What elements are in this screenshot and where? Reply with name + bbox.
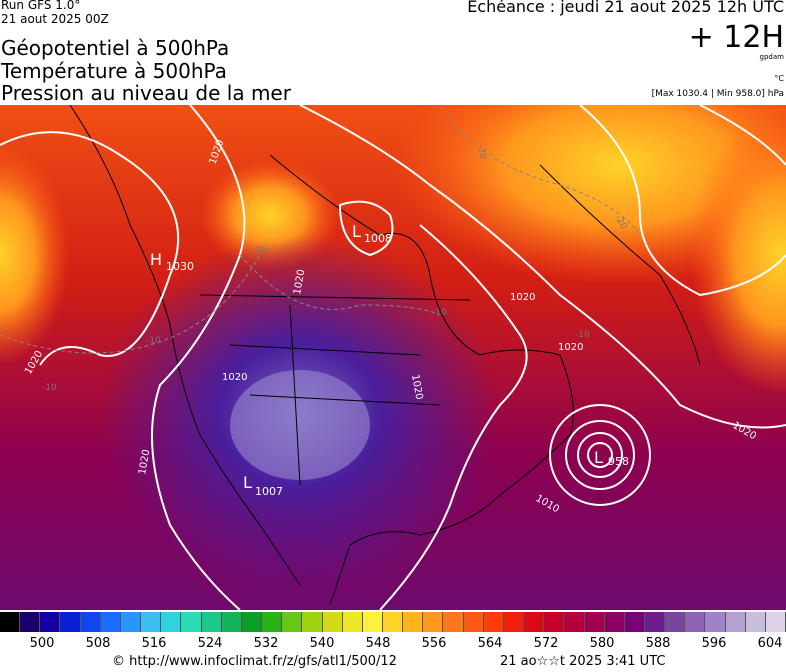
low-letter-storm: L — [594, 448, 603, 467]
scale-tick-label: 580 — [589, 636, 615, 651]
scale-swatch — [161, 612, 182, 632]
footer-url: © http://www.infoclimat.fr/z/gfs/atl1/50… — [112, 654, 397, 669]
scale-swatch — [120, 612, 142, 632]
scale-swatch — [665, 612, 686, 632]
unit-gpdam: gpdam — [759, 53, 784, 61]
footer-date: 21 ao☆☆t 2025 3:41 UTC — [500, 654, 666, 669]
scale-swatch — [382, 612, 404, 632]
scale-swatch — [725, 612, 746, 632]
scale-swatch — [685, 612, 706, 632]
scale-tick-label: 508 — [85, 636, 111, 651]
scale-swatch — [765, 612, 786, 632]
scale-tick-label: 556 — [421, 636, 447, 651]
low-value-storm: 958 — [608, 455, 629, 468]
title-geopotential: Géopotentiel à 500hPa — [1, 36, 230, 60]
scale-ticks: 500 508 516 524 532 540 548 556 564 572 580 588 596 6… — [0, 636, 786, 652]
scale-swatch — [463, 612, 484, 632]
title-pressure: Pression au niveau de la mer — [1, 81, 291, 105]
isobar-label: 1020 — [558, 342, 583, 353]
scale-swatch — [322, 612, 343, 632]
scale-tick-label: 564 — [477, 636, 503, 651]
cold-trough-core — [230, 370, 370, 480]
low-value-north: 1008 — [364, 232, 392, 245]
warm-area-west — [0, 145, 70, 365]
scale-swatch — [80, 612, 101, 632]
high-value: 1030 — [166, 260, 194, 273]
scale-swatch — [60, 612, 81, 632]
low-letter-north: L — [352, 222, 361, 241]
scale-tick-label: 524 — [197, 636, 223, 651]
scale-tick-label: 572 — [533, 636, 559, 651]
isobar-label: 1020 — [222, 372, 247, 383]
run-date: 21 aout 2025 00Z — [1, 12, 109, 26]
forecast-time: Echéance : jeudi 21 aout 2025 12h UTC — [467, 0, 784, 16]
scale-swatch — [0, 612, 21, 632]
isobar-label: 1020 — [409, 374, 424, 401]
scale-swatch — [181, 612, 202, 632]
scale-swatch — [503, 612, 525, 632]
high-letter: H — [150, 250, 162, 269]
scale-swatch — [745, 612, 766, 632]
scale-swatch — [423, 612, 444, 632]
scale-swatch — [443, 612, 464, 632]
scale-tick-label: 500 — [29, 636, 55, 651]
scale-swatch — [262, 612, 283, 632]
scale-swatch — [201, 612, 222, 632]
scale-swatch — [483, 612, 504, 632]
scale-tick-label: 604 — [757, 636, 783, 651]
isotherm-label: -20 — [252, 246, 267, 256]
isobar-label: 1020 — [292, 269, 307, 296]
scale-swatch — [564, 612, 585, 632]
scale-swatch — [40, 612, 61, 632]
scale-swatch — [403, 612, 424, 632]
scale-tick-label: 532 — [253, 636, 279, 651]
low-letter-southwest: L — [243, 473, 252, 492]
scale-swatch — [624, 612, 645, 632]
weather-map: H 1030 L 1008 L 1007 L 958 1020 1020 102… — [0, 105, 786, 610]
isotherm-label: -20 — [475, 144, 487, 160]
isotherms — [0, 105, 641, 354]
scale-swatch — [584, 612, 605, 632]
scale-swatch — [524, 612, 545, 632]
forecast-offset: + 12H — [688, 20, 784, 55]
scale-tick-label: 540 — [309, 636, 335, 651]
scale-tick-label: 596 — [701, 636, 727, 651]
scale-swatch — [362, 612, 383, 632]
scale-tick-label: 516 — [141, 636, 167, 651]
isotherm-label: -10 — [146, 336, 161, 346]
scale-swatch — [221, 612, 242, 632]
low-center-storm — [549, 404, 651, 506]
scale-swatch — [241, 612, 263, 632]
scale-swatch — [342, 612, 363, 632]
scale-swatch — [141, 612, 162, 632]
scale-swatch — [705, 612, 726, 632]
low-value-southwest: 1007 — [255, 485, 283, 498]
isobar-label: 1020 — [510, 292, 535, 303]
scale-tick-label: 588 — [645, 636, 671, 651]
warm-area-east — [690, 115, 786, 395]
pressure-minmax: [Max 1030.4 | Min 958.0] hPa — [651, 89, 784, 99]
scale-swatch — [645, 612, 666, 632]
scale-tick-label: 548 — [365, 636, 391, 651]
scale-swatch — [604, 612, 625, 632]
unit-celsius: °C — [774, 74, 784, 83]
scale-swatch — [100, 612, 121, 632]
isobars — [0, 105, 786, 610]
scale-swatch — [302, 612, 323, 632]
isotherm-label: -10 — [432, 308, 447, 318]
isotherm-label: -10 — [42, 383, 57, 393]
scale-swatch — [544, 612, 565, 632]
title-temperature: Température à 500hPa — [1, 59, 227, 83]
color-scale — [0, 612, 786, 632]
warm-area-northeast — [390, 105, 786, 285]
isotherm-label: -10 — [575, 330, 590, 340]
scale-swatch — [282, 612, 303, 632]
isobar-label: 1020 — [137, 449, 152, 476]
scale-swatch — [20, 612, 41, 632]
run-label: Run GFS 1.0° — [1, 0, 81, 12]
